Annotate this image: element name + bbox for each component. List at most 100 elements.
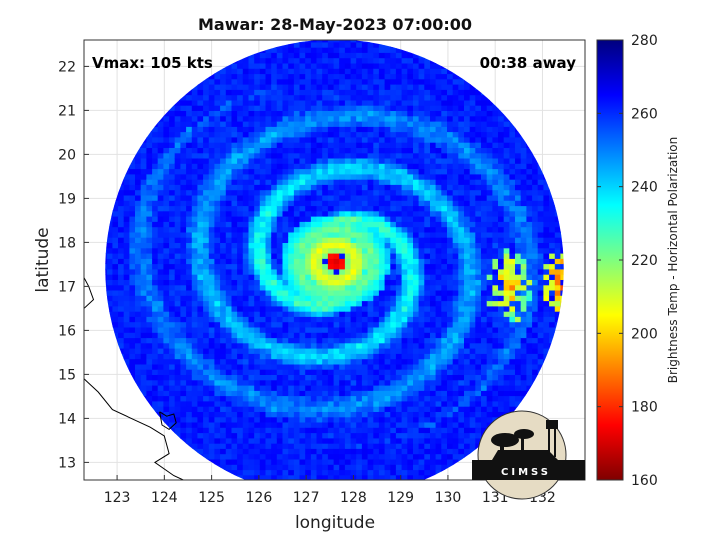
tb-cell bbox=[191, 142, 199, 148]
tb-cell bbox=[350, 363, 357, 370]
tb-cell bbox=[469, 353, 476, 360]
tb-cell bbox=[373, 57, 380, 64]
tb-cell bbox=[475, 274, 482, 280]
tb-cell bbox=[214, 421, 221, 428]
tb-cell bbox=[157, 289, 164, 296]
tb-cell bbox=[344, 432, 352, 439]
tb-cell bbox=[305, 295, 312, 302]
tb-cell bbox=[407, 237, 414, 243]
tb-cell bbox=[265, 448, 272, 455]
tb-cell bbox=[322, 385, 329, 391]
tb-cell bbox=[395, 157, 403, 164]
tb-cell bbox=[123, 268, 130, 275]
tb-cell bbox=[401, 316, 408, 323]
tb-cell bbox=[254, 474, 261, 480]
tb-cell bbox=[322, 284, 329, 291]
tb-cell bbox=[174, 348, 181, 354]
tb-cell bbox=[464, 258, 471, 265]
tb-cell bbox=[248, 68, 255, 75]
tb-cell bbox=[447, 421, 454, 428]
tb-cell bbox=[322, 242, 329, 249]
tb-cell bbox=[174, 110, 181, 117]
tb-cell bbox=[350, 406, 357, 412]
tb-cell bbox=[208, 411, 216, 418]
tb-cell bbox=[118, 205, 125, 212]
tb-cell bbox=[441, 89, 448, 96]
tb-cell bbox=[220, 247, 227, 254]
tb-cell bbox=[367, 173, 374, 180]
tb-cell bbox=[327, 173, 335, 180]
tb-cell bbox=[316, 121, 323, 127]
tb-cell bbox=[435, 152, 442, 159]
tb-cell bbox=[180, 421, 187, 428]
tb-cell bbox=[378, 474, 386, 480]
tb-cell bbox=[356, 237, 363, 243]
tb-cell bbox=[259, 157, 267, 164]
tb-cell bbox=[316, 268, 323, 275]
tb-cell bbox=[367, 157, 374, 164]
tb-cell bbox=[407, 474, 414, 480]
tb-cell bbox=[418, 84, 425, 90]
tb-cell bbox=[322, 437, 329, 444]
tb-cell bbox=[401, 385, 408, 391]
tb-cell bbox=[418, 363, 425, 370]
tb-cell bbox=[169, 258, 176, 265]
tb-cell bbox=[225, 427, 233, 434]
tb-cell bbox=[430, 395, 437, 402]
tb-cell bbox=[316, 258, 323, 265]
tb-cell bbox=[310, 421, 318, 428]
tb-cell bbox=[361, 263, 369, 270]
tb-cell bbox=[395, 342, 403, 349]
tb-cell bbox=[214, 210, 221, 217]
tb-cell bbox=[435, 247, 442, 254]
tb-cell bbox=[271, 464, 278, 471]
tb-cell bbox=[276, 332, 284, 339]
tb-cell bbox=[469, 258, 476, 265]
tb-cell bbox=[208, 179, 216, 185]
tb-cell bbox=[327, 337, 335, 344]
tb-cell bbox=[299, 126, 306, 133]
tb-cell bbox=[140, 374, 147, 381]
tb-cell bbox=[305, 321, 312, 328]
tb-cell bbox=[367, 400, 374, 407]
tb-cell bbox=[452, 337, 459, 344]
tb-cell bbox=[225, 121, 233, 127]
tb-cell bbox=[299, 136, 306, 143]
tb-cell bbox=[356, 321, 363, 328]
tb-cell bbox=[180, 115, 187, 122]
tb-cell bbox=[129, 321, 136, 328]
tb-cell bbox=[407, 437, 414, 444]
tb-cell bbox=[123, 253, 130, 259]
tb-cell bbox=[271, 258, 278, 265]
tb-cell bbox=[458, 173, 465, 180]
tb-cell bbox=[310, 268, 318, 275]
tb-cell bbox=[140, 353, 147, 360]
tb-cell bbox=[350, 94, 357, 101]
tb-cell bbox=[464, 163, 471, 170]
tb-cell bbox=[469, 321, 476, 328]
tb-cell bbox=[401, 406, 408, 412]
tb-cell bbox=[237, 121, 244, 127]
tb-cell bbox=[180, 316, 187, 323]
tb-cell bbox=[208, 421, 216, 428]
tb-cell bbox=[265, 179, 272, 185]
tb-cell bbox=[384, 289, 391, 296]
tb-cell bbox=[390, 390, 397, 397]
tb-cell bbox=[242, 110, 250, 117]
tb-cell bbox=[384, 311, 391, 317]
tb-cell bbox=[237, 379, 244, 386]
tb-cell bbox=[208, 73, 216, 80]
tb-cell bbox=[452, 105, 459, 111]
tb-cell bbox=[361, 326, 369, 333]
tb-cell bbox=[140, 379, 147, 386]
tb-cell bbox=[339, 237, 346, 243]
tb-cell bbox=[464, 221, 471, 228]
tb-cell bbox=[225, 173, 233, 180]
tb-cell bbox=[378, 41, 386, 48]
tb-cell bbox=[106, 305, 113, 312]
tb-cell bbox=[152, 379, 159, 386]
tb-cell bbox=[452, 221, 459, 228]
tb-cell bbox=[435, 289, 442, 296]
tb-cell bbox=[105, 247, 108, 254]
tb-cell bbox=[231, 152, 238, 159]
